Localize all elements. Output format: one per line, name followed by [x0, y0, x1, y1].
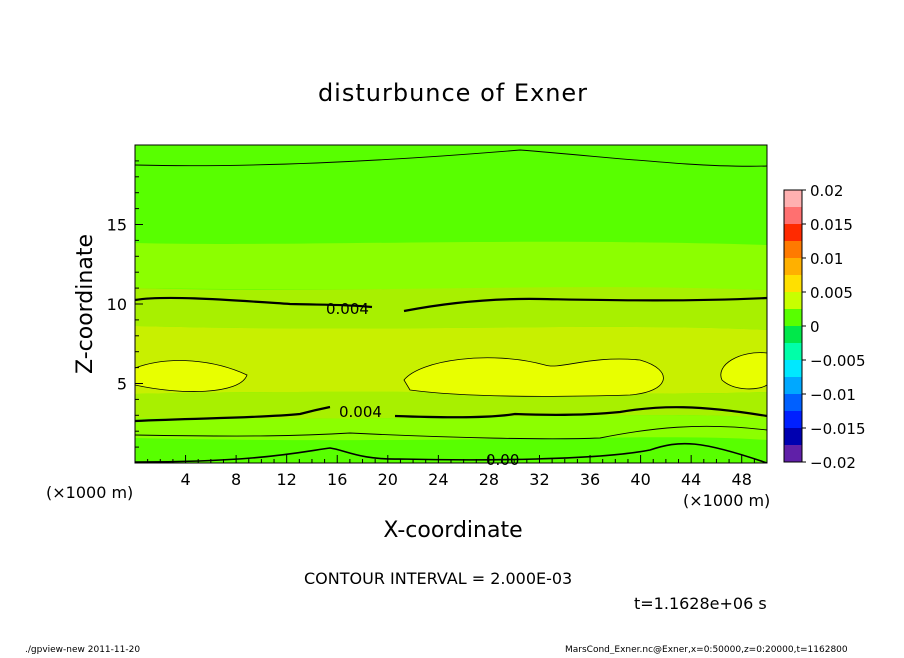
colorbar-tick-label: −0.005 — [810, 352, 866, 370]
band-lower-0004 — [135, 391, 767, 419]
colorbar-swatch — [784, 258, 802, 276]
x-tick-label: 4 — [180, 470, 190, 489]
colorbar: 0.02 0.015 0.01 0.005 0 −0.005 −0.01 −0.015 −0.0… — [784, 182, 866, 472]
colorbar-tick-label: −0.02 — [810, 454, 856, 472]
x-tick-label: 20 — [378, 470, 398, 489]
y-tick-label: 10 — [107, 295, 127, 314]
contour-interval-text: CONTOUR INTERVAL = 2.000E-03 — [304, 569, 572, 588]
contour-0004-upper — [135, 296, 767, 313]
colorbar-swatch — [784, 428, 802, 446]
x-tick-label: 44 — [681, 470, 701, 489]
contour-label-0004-lower: 0.004 — [339, 403, 382, 421]
band-lower-light — [135, 415, 767, 441]
colorbar-tick-label: 0 — [810, 318, 820, 336]
colorbar-swatch — [784, 224, 802, 242]
colorbar-tick-label: −0.01 — [810, 386, 856, 404]
contour-labels: 0.004 0.004 0.00 — [326, 300, 519, 469]
chart-title: disturbunce of Exner — [318, 79, 588, 107]
footer-left: ./gpview-new 2011-11-20 — [25, 645, 140, 654]
x-tick-label: 12 — [277, 470, 297, 489]
colorbar-swatch — [784, 309, 802, 327]
colorbar-swatch — [784, 394, 802, 412]
colorbar-swatch — [784, 275, 802, 293]
x-unit-right: (×1000 m) — [683, 491, 770, 510]
band-upper-light — [135, 241, 767, 290]
time-text: t=1.1628e+06 s — [634, 594, 767, 613]
colorbar-swatch — [784, 445, 802, 463]
footer-right: MarsCond_Exner.nc@Exner,x=0:50000,z=0:20… — [565, 645, 848, 654]
colorbar-frame — [783, 189, 803, 463]
y-tick-label: 15 — [107, 216, 127, 235]
colorbar-tick-label: 0.005 — [810, 284, 853, 302]
colorbar-tick-label: 0.02 — [810, 182, 843, 200]
x-unit-left: (×1000 m) — [46, 483, 133, 502]
x-tick-label: 16 — [327, 470, 347, 489]
x-tick-label: 32 — [529, 470, 549, 489]
x-axis: 4 8 12 16 20 24 28 32 36 40 44 48 — [147, 455, 755, 489]
colorbar-swatch — [784, 190, 802, 208]
colorbar-swatch — [784, 360, 802, 378]
contour-thin-lower — [135, 425, 767, 440]
colorbar-tick-label: −0.015 — [810, 420, 866, 438]
x-tick-label: 24 — [428, 470, 448, 489]
contour-zero — [135, 442, 767, 463]
band-0004-upper — [135, 287, 767, 330]
colorbar-swatch — [784, 241, 802, 259]
y-axis-label: Z-coordinate — [73, 234, 98, 374]
contour-top — [135, 149, 767, 167]
colorbar-swatch — [784, 411, 802, 429]
x-tick-label: 48 — [732, 470, 752, 489]
y-tick-label: 5 — [117, 375, 127, 394]
contour-field — [135, 145, 767, 463]
x-tick-label: 28 — [479, 470, 499, 489]
colorbar-swatch — [784, 377, 802, 395]
x-tick-label: 36 — [580, 470, 600, 489]
contour-0004-lower — [135, 405, 767, 423]
colorbar-swatch — [784, 292, 802, 310]
x-tick-label: 8 — [231, 470, 241, 489]
contour-label-zero: 0.00 — [486, 451, 519, 469]
x-axis-label: X-coordinate — [383, 518, 522, 543]
colorbar-swatch — [784, 326, 802, 344]
colorbar-swatch — [784, 207, 802, 225]
colorbar-tick-label: 0.015 — [810, 216, 853, 234]
colorbar-tick-label: 0.01 — [810, 250, 843, 268]
y-axis: 5 10 15 — [107, 160, 143, 448]
x-tick-label: 40 — [630, 470, 650, 489]
colorbar-swatch — [784, 343, 802, 361]
contour-label-0004-upper: 0.004 — [326, 300, 369, 318]
yellow-blobs — [135, 352, 767, 397]
